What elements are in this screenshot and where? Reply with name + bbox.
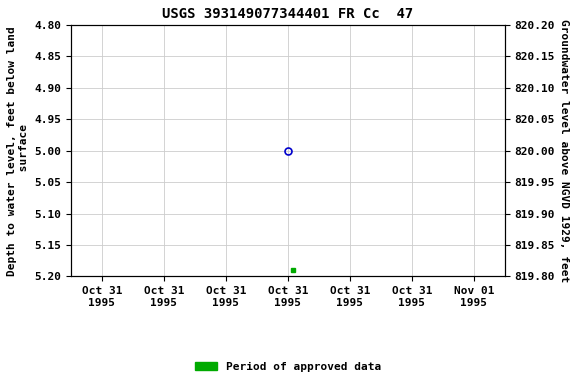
Legend: Period of approved data: Period of approved data — [190, 358, 385, 377]
Y-axis label: Groundwater level above NGVD 1929, feet: Groundwater level above NGVD 1929, feet — [559, 19, 569, 282]
Title: USGS 393149077344401 FR Cc  47: USGS 393149077344401 FR Cc 47 — [162, 7, 414, 21]
Y-axis label: Depth to water level, feet below land
 surface: Depth to water level, feet below land su… — [7, 26, 29, 276]
